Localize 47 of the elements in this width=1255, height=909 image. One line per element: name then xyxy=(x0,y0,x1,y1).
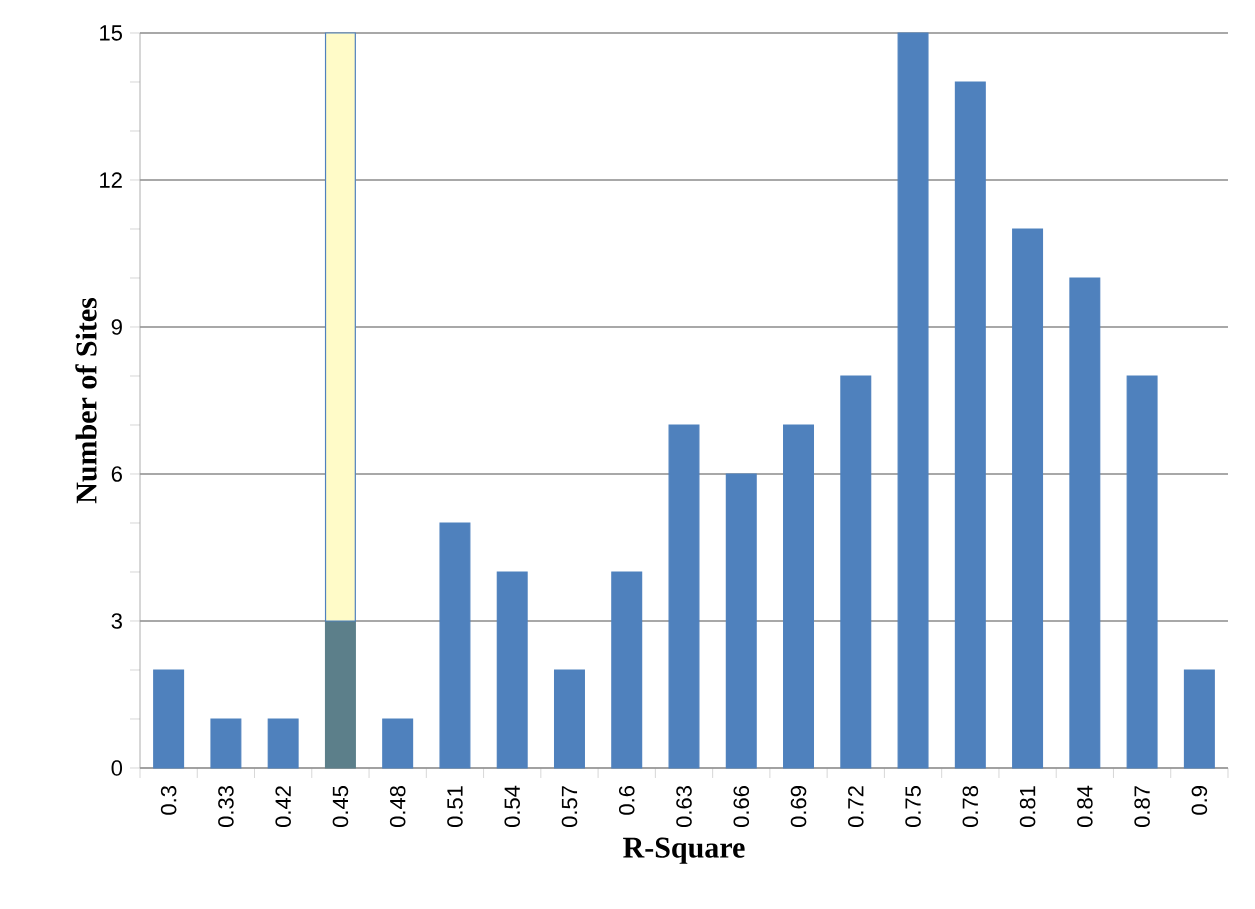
bar xyxy=(1012,228,1044,769)
x-tick-label: 0.63 xyxy=(676,786,692,828)
bar xyxy=(840,375,872,769)
x-tick-label: 0.69 xyxy=(790,786,807,828)
x-tick-label: 0.48 xyxy=(389,786,406,828)
bar xyxy=(267,718,299,769)
bar xyxy=(553,669,585,769)
x-tick-label: 0.81 xyxy=(1019,786,1036,828)
x-tick-label: 0.54 xyxy=(504,785,520,828)
x-tick-label: 0.9 xyxy=(1191,786,1208,815)
bar xyxy=(1183,669,1215,769)
x-tick-label: 0.84 xyxy=(1077,785,1093,828)
bar xyxy=(496,571,528,769)
bar xyxy=(324,32,356,622)
bar xyxy=(611,571,643,769)
x-tick-label: 0.6 xyxy=(618,786,635,815)
bar xyxy=(668,424,700,769)
bar xyxy=(725,473,757,769)
bar xyxy=(897,32,929,769)
x-tick-label: 0.87 xyxy=(1134,786,1150,828)
x-tick-label: 0.78 xyxy=(962,786,979,828)
bar xyxy=(783,424,815,769)
bar xyxy=(324,620,356,769)
x-tick-label: 0.57 xyxy=(561,786,578,828)
x-tick-label: 0.33 xyxy=(218,786,234,828)
y-tick-label: 12 xyxy=(100,172,122,188)
bar xyxy=(1126,375,1158,769)
bar xyxy=(153,669,185,769)
x-tick-label: 0.66 xyxy=(733,786,750,828)
bar xyxy=(954,81,986,769)
bar xyxy=(210,718,242,769)
x-tick-label: 0.42 xyxy=(275,786,291,828)
x-tick-label: 0.45 xyxy=(332,786,349,828)
y-axis-title: Number of Sites xyxy=(75,297,97,504)
bar xyxy=(439,522,471,769)
x-tick-label: 0.3 xyxy=(160,786,177,815)
bar xyxy=(1069,277,1101,769)
x-tick-label: 0.72 xyxy=(848,786,864,828)
y-tick-label: 0 xyxy=(111,760,123,776)
bar xyxy=(382,718,414,769)
y-tick-label: 15 xyxy=(100,25,122,41)
y-tick-label: 9 xyxy=(111,319,122,335)
y-tick-label: 3 xyxy=(111,613,122,629)
x-tick-label: 0.75 xyxy=(905,786,921,828)
x-axis-title: R-Square xyxy=(623,837,745,864)
x-tick-label: 0.51 xyxy=(447,786,463,828)
y-tick-label: 6 xyxy=(111,466,122,482)
